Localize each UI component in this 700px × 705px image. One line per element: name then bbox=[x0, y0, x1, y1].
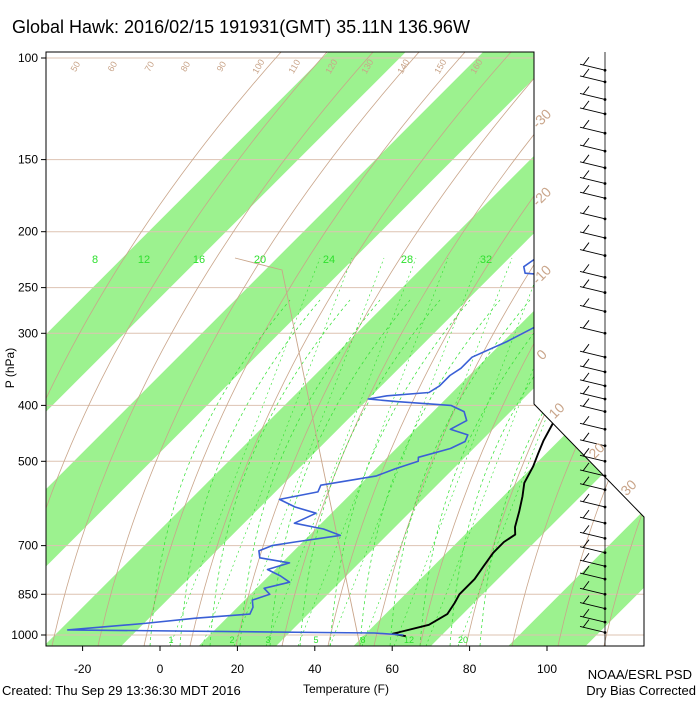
y-tick-label-5: 400 bbox=[18, 398, 38, 412]
wind-barb-dot-26 bbox=[604, 506, 607, 509]
wind-barb-dot-31 bbox=[604, 578, 607, 581]
wind-barb-dot-32 bbox=[604, 593, 607, 596]
wind-barb-dot-17 bbox=[604, 371, 607, 374]
y-tick-label-6: 500 bbox=[18, 454, 38, 468]
mixing-ratio-label-3: 20 bbox=[254, 254, 266, 266]
wind-barb-dot-8 bbox=[604, 197, 607, 200]
y-tick-label-1: 150 bbox=[18, 153, 38, 167]
wind-barb-dot-16 bbox=[604, 356, 607, 359]
bottom-mixing-label-4: 8 bbox=[360, 635, 365, 645]
wind-barb-dot-6 bbox=[604, 166, 607, 169]
footer-note: Dry Bias Corrected bbox=[586, 683, 696, 698]
x-tick-label-6: 100 bbox=[537, 662, 557, 676]
wind-barb-dot-19 bbox=[604, 398, 607, 401]
mixing-ratio-label-5: 28 bbox=[401, 254, 413, 266]
y-tick-label-9: 1000 bbox=[11, 628, 38, 642]
wind-barb-dot-33 bbox=[604, 607, 607, 610]
wind-barb-dot-18 bbox=[604, 384, 607, 387]
wind-barb-dot-22 bbox=[604, 444, 607, 447]
y-tick-label-2: 200 bbox=[18, 225, 38, 239]
x-axis-label: Temperature (F) bbox=[303, 682, 389, 696]
wind-barb-dot-21 bbox=[604, 428, 607, 431]
bottom-mixing-label-5: 12 bbox=[404, 635, 414, 645]
wind-barb-dot-23 bbox=[604, 460, 607, 463]
bottom-mixing-label-3: 5 bbox=[313, 635, 318, 645]
wind-barb-dot-2 bbox=[604, 98, 607, 101]
mixing-ratio-label-4: 24 bbox=[323, 254, 335, 266]
wind-barb-dot-13 bbox=[604, 291, 607, 294]
mixing-ratio-label-6: 32 bbox=[480, 254, 492, 266]
mixing-ratio-label-0: 8 bbox=[92, 254, 98, 266]
bottom-mixing-label-2: 3 bbox=[265, 635, 270, 645]
wind-barb-dot-0 bbox=[604, 69, 607, 72]
bottom-mixing-label-1: 2 bbox=[229, 635, 234, 645]
wind-barb-dot-7 bbox=[604, 182, 607, 185]
footer-created: Created: Thu Sep 29 13:36:30 MDT 2016 bbox=[2, 683, 241, 698]
wind-barb-dot-4 bbox=[604, 132, 607, 135]
wind-barb-dot-5 bbox=[604, 150, 607, 153]
y-tick-label-8: 850 bbox=[18, 587, 38, 601]
y-tick-label-0: 100 bbox=[18, 51, 38, 65]
wind-barb-dot-10 bbox=[604, 236, 607, 239]
wind-barb-dot-11 bbox=[604, 254, 607, 257]
y-tick-label-3: 250 bbox=[18, 281, 38, 295]
wind-barb-dot-35 bbox=[604, 631, 607, 634]
wind-barb-dot-28 bbox=[604, 537, 607, 540]
chart-title: Global Hawk: 2016/02/15 191931(GMT) 35.1… bbox=[12, 17, 470, 37]
bottom-mixing-label-6: 20 bbox=[458, 635, 468, 645]
wind-barb-dot-27 bbox=[604, 522, 607, 525]
y-axis-label: P (hPa) bbox=[3, 348, 17, 388]
x-tick-label-1: 0 bbox=[157, 662, 164, 676]
x-tick-label-5: 80 bbox=[463, 662, 477, 676]
x-tick-label-0: -20 bbox=[74, 662, 92, 676]
wind-barb-dot-9 bbox=[604, 217, 607, 220]
y-tick-label-4: 300 bbox=[18, 326, 38, 340]
wind-barb-dot-14 bbox=[604, 310, 607, 313]
wind-barb-dot-1 bbox=[604, 80, 607, 83]
mixing-ratio-label-2: 16 bbox=[193, 254, 205, 266]
x-tick-label-2: 20 bbox=[231, 662, 245, 676]
x-tick-label-3: 40 bbox=[308, 662, 322, 676]
wind-barb-dot-12 bbox=[604, 276, 607, 279]
wind-barb-dot-34 bbox=[604, 621, 607, 624]
wind-barb-dot-3 bbox=[604, 113, 607, 116]
wind-barb-dot-30 bbox=[604, 565, 607, 568]
bottom-mixing-label-0: 1 bbox=[168, 635, 173, 645]
x-tick-label-4: 60 bbox=[386, 662, 400, 676]
y-tick-label-7: 700 bbox=[18, 539, 38, 553]
mixing-ratio-label-1: 12 bbox=[138, 254, 150, 266]
footer-org: NOAA/ESRL PSD bbox=[588, 667, 692, 682]
wind-barb-dot-29 bbox=[604, 551, 607, 554]
wind-barb-dot-20 bbox=[604, 410, 607, 413]
wind-barb-dot-15 bbox=[604, 332, 607, 335]
wind-barb-dot-25 bbox=[604, 488, 607, 491]
